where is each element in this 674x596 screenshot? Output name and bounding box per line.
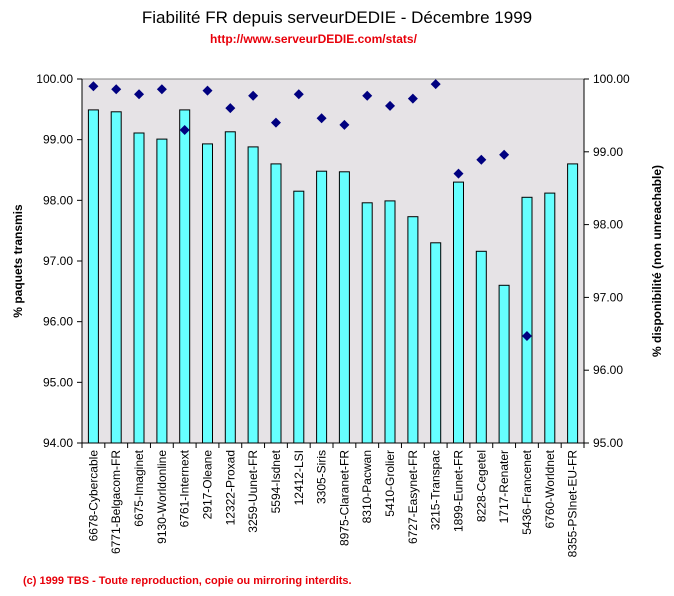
- category-label: 9130-Worldonline: [155, 450, 169, 544]
- right-tick-label: 100.00: [593, 72, 630, 86]
- diamond-marker: [202, 85, 213, 96]
- diamond-marker: [407, 93, 418, 104]
- copyright-footer: (c) 1999 TBS - Toute reproduction, copie…: [23, 575, 352, 587]
- bar: [384, 200, 396, 444]
- right-axis-title: % disponibilité (non unreachable): [650, 165, 664, 357]
- right-tick-label: 98.00: [593, 218, 623, 232]
- category-label: 8975-Claranet-FR: [337, 450, 351, 546]
- bar: [247, 146, 259, 444]
- category-label: 5436-Francenet: [520, 449, 534, 534]
- category-label: 12412-LSI: [292, 450, 306, 505]
- bar: [498, 284, 510, 444]
- bar: [567, 163, 579, 444]
- diamond-marker: [248, 90, 259, 101]
- chart-title: Fiabilité FR depuis serveurDEDIE - Décem…: [141, 8, 533, 27]
- bar: [202, 143, 213, 444]
- category-label: 5594-Isdnet: [269, 449, 283, 513]
- bar: [361, 202, 373, 444]
- diamond-marker: [476, 154, 487, 165]
- bar: [179, 109, 191, 444]
- left-tick-label: 98.00: [43, 193, 73, 207]
- left-tick-label: 99.00: [43, 133, 73, 147]
- bar: [87, 109, 99, 444]
- left-axis-title: % paquets transmis: [11, 204, 25, 318]
- right-tick-label: 96.00: [593, 363, 623, 377]
- left-tick-label: 94.00: [43, 436, 73, 450]
- category-label: 6727-Easynet-FR: [406, 450, 420, 544]
- bar: [156, 138, 168, 444]
- bar: [407, 216, 419, 444]
- right-tick-label: 97.00: [593, 290, 623, 304]
- category-label: 6678-Cybercable: [86, 450, 100, 542]
- diamond-marker: [385, 100, 396, 111]
- left-axis-ticks: 94.00 95.00 96.00 97.00 98.00 99.00 100.00: [36, 72, 82, 450]
- bar: [110, 111, 122, 444]
- diamond-marker: [111, 84, 122, 95]
- diamond-marker: [88, 81, 99, 92]
- bar: [453, 181, 464, 444]
- left-tick-label: 97.00: [43, 254, 73, 268]
- diamond-marker: [179, 124, 190, 135]
- category-label: 6675-Imaginet: [132, 449, 146, 526]
- category-label: 3215-Transpac: [429, 450, 443, 530]
- category-label: 8355-PSInet-EU-FR: [566, 450, 580, 558]
- category-label: 8310-Pacwan: [360, 450, 374, 523]
- bar-series: [87, 109, 579, 444]
- bar: [316, 170, 328, 444]
- marker-series: [88, 79, 532, 341]
- bar: [293, 190, 305, 444]
- bar: [430, 242, 442, 444]
- diamond-marker: [499, 149, 510, 160]
- diamond-marker: [521, 330, 532, 341]
- category-label: 2917-Oleane: [201, 450, 215, 520]
- category-label: 1717-Renater: [497, 450, 511, 523]
- diamond-marker: [134, 89, 145, 100]
- category-label: 3305-Siris: [315, 450, 329, 504]
- diamond-marker: [316, 113, 327, 124]
- right-tick-label: 95.00: [593, 436, 623, 450]
- diamond-marker: [225, 103, 236, 114]
- category-label: 6771-Belgacom-FR: [109, 450, 123, 554]
- x-axis-ticks: 6678-Cybercable 6771-Belgacom-FR 6675-Imag…: [81, 443, 585, 558]
- category-label: 1899-Eunet-FR: [452, 450, 466, 532]
- category-label: 12322-Proxad: [223, 450, 237, 525]
- bar: [544, 192, 556, 444]
- category-label: 6761-Internext: [178, 449, 192, 527]
- bar: [338, 171, 350, 444]
- diamond-marker: [156, 84, 167, 95]
- diamond-marker: [362, 90, 373, 101]
- category-label: 3259-Uunet-FR: [246, 450, 260, 533]
- diamond-marker: [270, 117, 281, 128]
- category-label: 6760-Worldnet: [543, 449, 557, 528]
- diamond-marker: [430, 79, 441, 90]
- diamond-marker: [339, 119, 350, 130]
- diamond-marker: [453, 168, 464, 179]
- category-label: 8228-Cegetel: [474, 450, 488, 522]
- category-label: 5410-Grolier: [383, 450, 397, 517]
- right-axis-ticks: 95.00 96.00 97.00 98.00 99.00 100.00: [584, 72, 630, 450]
- left-tick-label: 100.00: [36, 72, 73, 86]
- bar: [224, 131, 236, 444]
- right-tick-label: 99.00: [593, 145, 623, 159]
- left-tick-label: 95.00: [43, 375, 73, 389]
- diamond-marker: [293, 89, 304, 100]
- bar: [475, 250, 487, 444]
- left-tick-label: 96.00: [43, 315, 73, 329]
- bar: [133, 132, 145, 444]
- bar: [521, 196, 533, 444]
- bar: [270, 163, 282, 444]
- chart-subtitle-url[interactable]: http://www.serveurDEDIE.com/stats/: [210, 32, 417, 46]
